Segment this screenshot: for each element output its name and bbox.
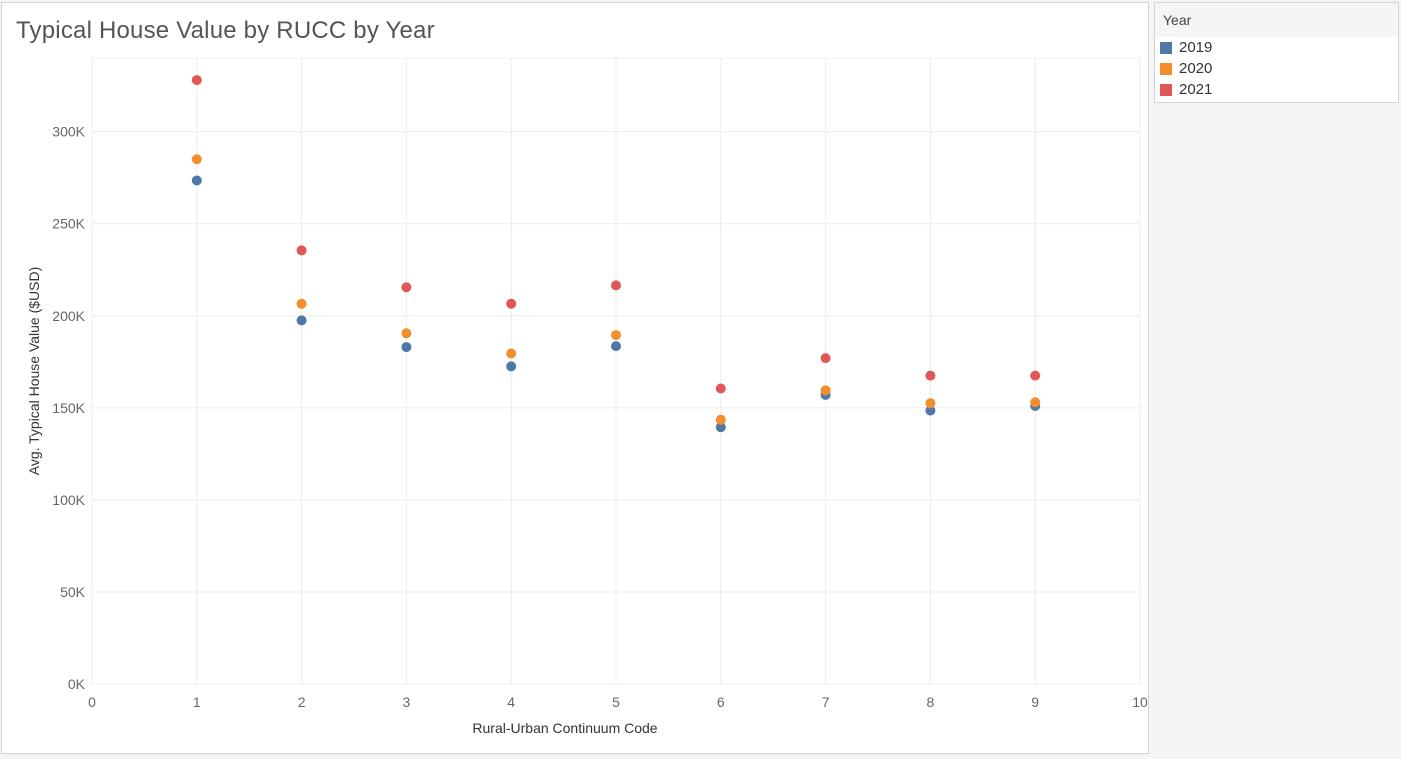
x-tick-label: 6 [717, 694, 725, 710]
legend-swatch-2020 [1160, 62, 1172, 75]
legend-swatch-2019 [1160, 41, 1172, 54]
x-tick-label: 2 [298, 694, 306, 710]
legend-label-2021: 2021 [1179, 81, 1213, 98]
data-point[interactable] [715, 383, 726, 394]
x-tick-label: 0 [88, 694, 96, 710]
data-point[interactable] [925, 405, 936, 416]
legend-swatch-2021 [1160, 83, 1172, 96]
x-tick-label: 8 [927, 694, 935, 710]
data-point[interactable] [191, 75, 202, 86]
data-point[interactable] [296, 315, 307, 326]
data-point[interactable] [506, 298, 517, 309]
data-point[interactable] [925, 370, 936, 381]
data-point[interactable] [296, 245, 307, 256]
series-2021 [191, 75, 1041, 394]
data-point[interactable] [611, 330, 621, 341]
y-tick-label: 50K [60, 584, 86, 600]
x-axis-title: Rural-Urban Continuum Code [472, 720, 657, 736]
data-point[interactable] [715, 414, 726, 425]
y-tick-label: 250K [52, 216, 85, 232]
y-tick-label: 300K [52, 124, 85, 140]
data-point[interactable] [191, 154, 202, 165]
data-point[interactable] [611, 280, 621, 291]
data-point[interactable] [296, 298, 307, 309]
legend-item-2019[interactable]: 2019 [1155, 37, 1398, 58]
series-2019 [191, 175, 1041, 433]
data-points[interactable] [191, 75, 1041, 433]
legend-label-2020: 2020 [1179, 60, 1213, 77]
y-tick-label: 200K [52, 308, 85, 324]
data-point[interactable] [506, 361, 517, 372]
legend-item-2020[interactable]: 2020 [1155, 58, 1398, 79]
y-axis-title: Avg. Typical House Value ($USD) [26, 267, 42, 476]
legend-item-2021[interactable]: 2021 [1155, 79, 1398, 100]
data-point[interactable] [715, 422, 726, 433]
legend-label-2019: 2019 [1179, 39, 1213, 56]
data-point[interactable] [401, 342, 412, 353]
x-tick-label: 5 [612, 694, 620, 710]
legend-title: Year [1155, 3, 1398, 37]
data-point[interactable] [611, 341, 621, 352]
data-point[interactable] [1030, 397, 1041, 408]
y-tick-label: 150K [52, 400, 85, 416]
chart-title: Typical House Value by RUCC by Year [16, 17, 435, 44]
x-tick-label: 9 [1031, 694, 1039, 710]
worksheet-panel: Typical House Value by RUCC by Year 0 1 2 3… [1, 2, 1149, 754]
data-point[interactable] [401, 282, 412, 293]
grid-lines [91, 57, 1141, 685]
data-point[interactable] [820, 385, 831, 396]
data-point[interactable] [925, 398, 936, 409]
data-point[interactable] [401, 328, 412, 339]
y-tick-label: 100K [52, 492, 85, 508]
legend: Year 2019 2020 2021 [1154, 2, 1399, 103]
y-tick-label: 0K [68, 676, 86, 692]
series-2020 [191, 154, 1041, 425]
data-point[interactable] [1030, 370, 1041, 381]
x-tick-label: 3 [403, 694, 411, 710]
x-tick-label: 1 [193, 694, 201, 710]
data-point[interactable] [506, 348, 517, 359]
x-tick-label: 10 [1132, 694, 1148, 710]
x-tick-label: 7 [822, 694, 830, 710]
x-tick-label: 4 [507, 694, 515, 710]
data-point[interactable] [191, 175, 202, 186]
data-point[interactable] [820, 353, 831, 364]
